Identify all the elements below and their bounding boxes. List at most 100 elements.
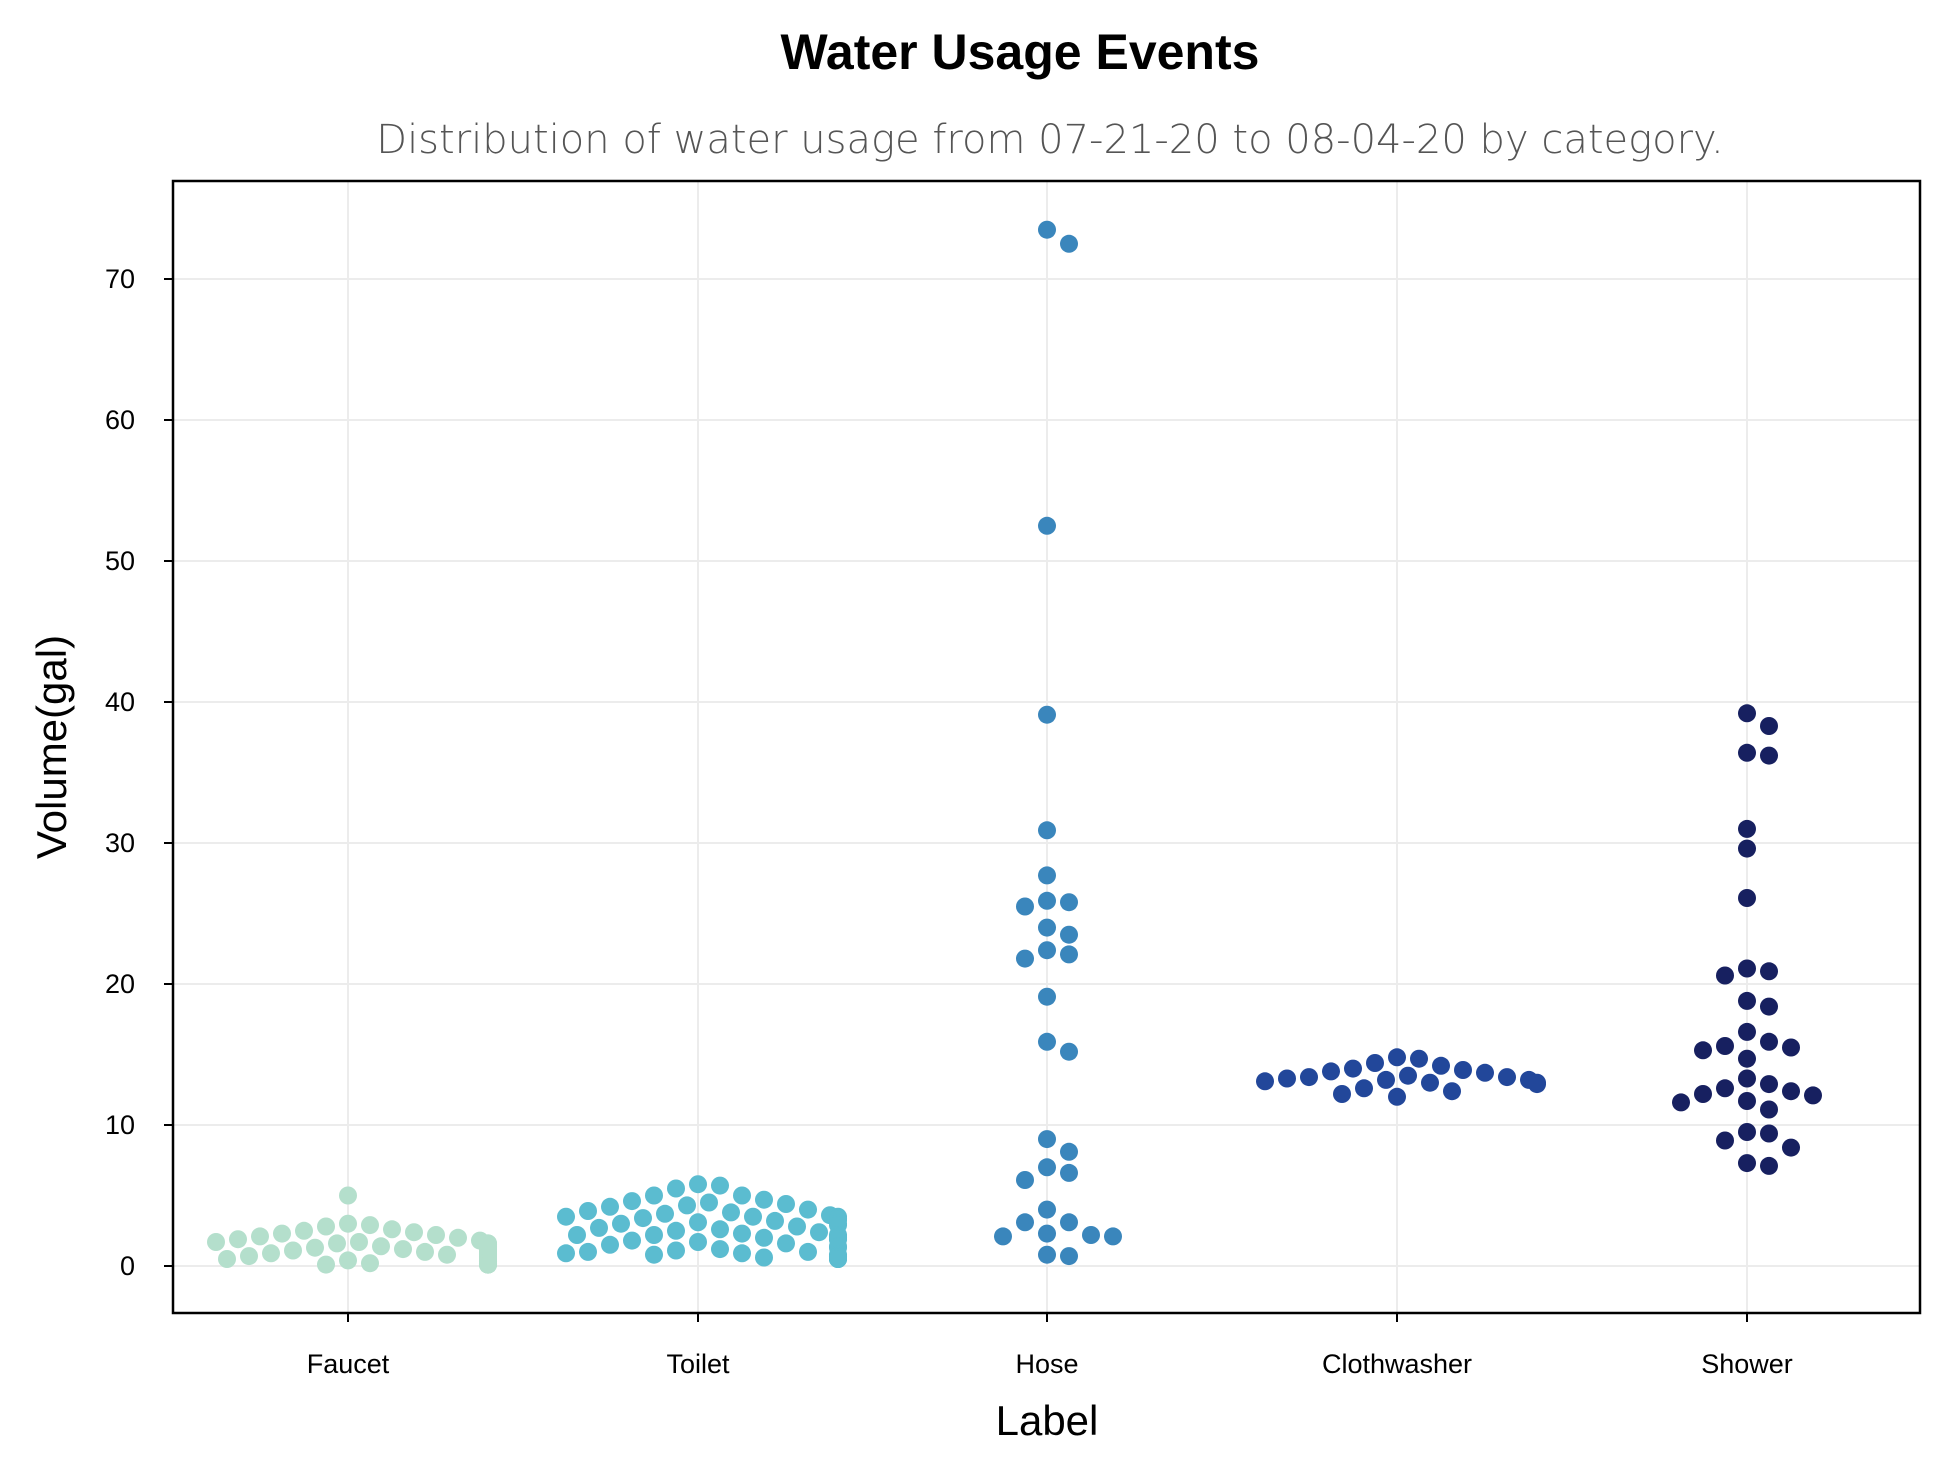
data-point-shower	[1738, 1049, 1756, 1068]
data-point-faucet	[339, 1251, 357, 1270]
data-point-hose	[1016, 897, 1034, 916]
data-point-shower	[1716, 1131, 1734, 1150]
data-point-faucet	[361, 1254, 379, 1273]
data-point-shower	[1738, 959, 1756, 978]
data-point-toilet	[733, 1224, 751, 1243]
data-point-hose	[1038, 866, 1056, 885]
data-point-toilet	[711, 1240, 729, 1259]
data-point-shower	[1760, 1032, 1778, 1051]
data-point-toilet	[645, 1245, 663, 1264]
data-point-toilet	[557, 1207, 575, 1226]
data-point-clothwasher	[1476, 1063, 1494, 1082]
data-point-hose	[1060, 1163, 1078, 1182]
data-point-faucet	[372, 1237, 390, 1256]
data-point-shower	[1738, 839, 1756, 858]
data-point-faucet	[295, 1221, 313, 1240]
data-point-shower	[1738, 1022, 1756, 1041]
data-point-toilet	[667, 1241, 685, 1260]
data-point-toilet	[645, 1226, 663, 1244]
data-point-toilet	[689, 1233, 707, 1251]
data-point-hose	[1038, 1224, 1056, 1243]
data-point-toilet	[733, 1186, 751, 1205]
x-tick-label: Clothwasher	[1322, 1349, 1472, 1379]
data-point-toilet	[755, 1190, 773, 1209]
data-point-toilet	[788, 1217, 806, 1236]
data-point-faucet	[394, 1240, 412, 1259]
data-point-hose	[1060, 234, 1078, 253]
data-point-clothwasher	[1333, 1085, 1351, 1103]
data-point-toilet	[755, 1248, 773, 1267]
data-point-clothwasher	[1388, 1048, 1406, 1067]
data-point-toilet	[689, 1213, 707, 1232]
data-point-faucet	[317, 1255, 335, 1274]
data-point-hose	[1038, 1245, 1056, 1264]
y-axis-title: Volume(gal)	[28, 635, 75, 859]
y-tick-label: 70	[105, 264, 135, 294]
data-point-shower	[1760, 1075, 1778, 1094]
data-point-hose	[1038, 1130, 1056, 1149]
data-point-faucet	[416, 1242, 434, 1261]
data-point-hose	[1104, 1227, 1122, 1246]
data-point-faucet	[339, 1214, 357, 1233]
data-point-shower	[1760, 997, 1778, 1016]
data-point-hose	[1038, 821, 1056, 840]
data-point-toilet	[612, 1214, 630, 1233]
data-point-shower	[1716, 966, 1734, 985]
data-point-shower	[1760, 962, 1778, 981]
data-point-toilet	[623, 1231, 641, 1250]
data-point-hose	[1060, 1142, 1078, 1161]
data-point-faucet	[350, 1233, 368, 1251]
data-point-toilet	[590, 1218, 608, 1237]
data-point-toilet	[777, 1195, 795, 1213]
data-point-toilet	[733, 1244, 751, 1263]
data-point-hose	[1038, 987, 1056, 1006]
data-point-shower	[1760, 1100, 1778, 1119]
data-point-clothwasher	[1377, 1070, 1395, 1089]
x-tick-label: Toilet	[666, 1349, 730, 1379]
data-point-clothwasher	[1432, 1056, 1450, 1075]
data-point-toilet	[634, 1209, 652, 1228]
x-tick-label: Shower	[1701, 1349, 1793, 1379]
data-point-hose	[1060, 1247, 1078, 1266]
data-point-shower	[1738, 1092, 1756, 1110]
data-point-shower	[1738, 1154, 1756, 1173]
data-point-clothwasher	[1528, 1075, 1546, 1094]
data-point-faucet	[229, 1230, 247, 1249]
data-point-toilet	[777, 1234, 795, 1253]
data-point-faucet	[405, 1223, 423, 1242]
data-point-toilet	[667, 1221, 685, 1240]
data-point-clothwasher	[1278, 1069, 1296, 1088]
data-point-toilet	[568, 1226, 586, 1244]
data-point-faucet	[479, 1255, 497, 1274]
data-point-toilet	[601, 1197, 619, 1216]
data-point-toilet	[766, 1211, 784, 1230]
data-point-toilet	[799, 1200, 817, 1219]
data-point-hose	[1060, 893, 1078, 912]
data-point-hose	[1038, 941, 1056, 960]
data-point-toilet	[700, 1193, 718, 1212]
data-point-clothwasher	[1498, 1068, 1516, 1087]
data-point-clothwasher	[1410, 1049, 1428, 1068]
y-tick-label: 20	[105, 969, 135, 999]
data-point-toilet	[645, 1186, 663, 1205]
data-point-faucet	[207, 1233, 225, 1251]
chart-title: Water Usage Events	[781, 24, 1260, 80]
data-point-toilet	[810, 1223, 828, 1242]
data-point-toilet	[579, 1202, 597, 1220]
data-point-toilet	[689, 1175, 707, 1194]
data-point-shower	[1694, 1041, 1712, 1060]
data-point-shower	[1738, 991, 1756, 1010]
data-point-clothwasher	[1388, 1087, 1406, 1106]
data-point-toilet	[755, 1228, 773, 1247]
data-point-toilet	[601, 1235, 619, 1254]
x-axis-title: Label	[996, 1397, 1099, 1444]
data-point-shower	[1738, 704, 1756, 723]
data-point-faucet	[361, 1216, 379, 1235]
x-tick-label: Faucet	[307, 1349, 390, 1379]
data-point-hose	[1038, 516, 1056, 535]
data-point-faucet	[284, 1241, 302, 1260]
data-point-shower	[1760, 1124, 1778, 1143]
data-point-faucet	[438, 1245, 456, 1264]
data-point-faucet	[328, 1234, 346, 1253]
